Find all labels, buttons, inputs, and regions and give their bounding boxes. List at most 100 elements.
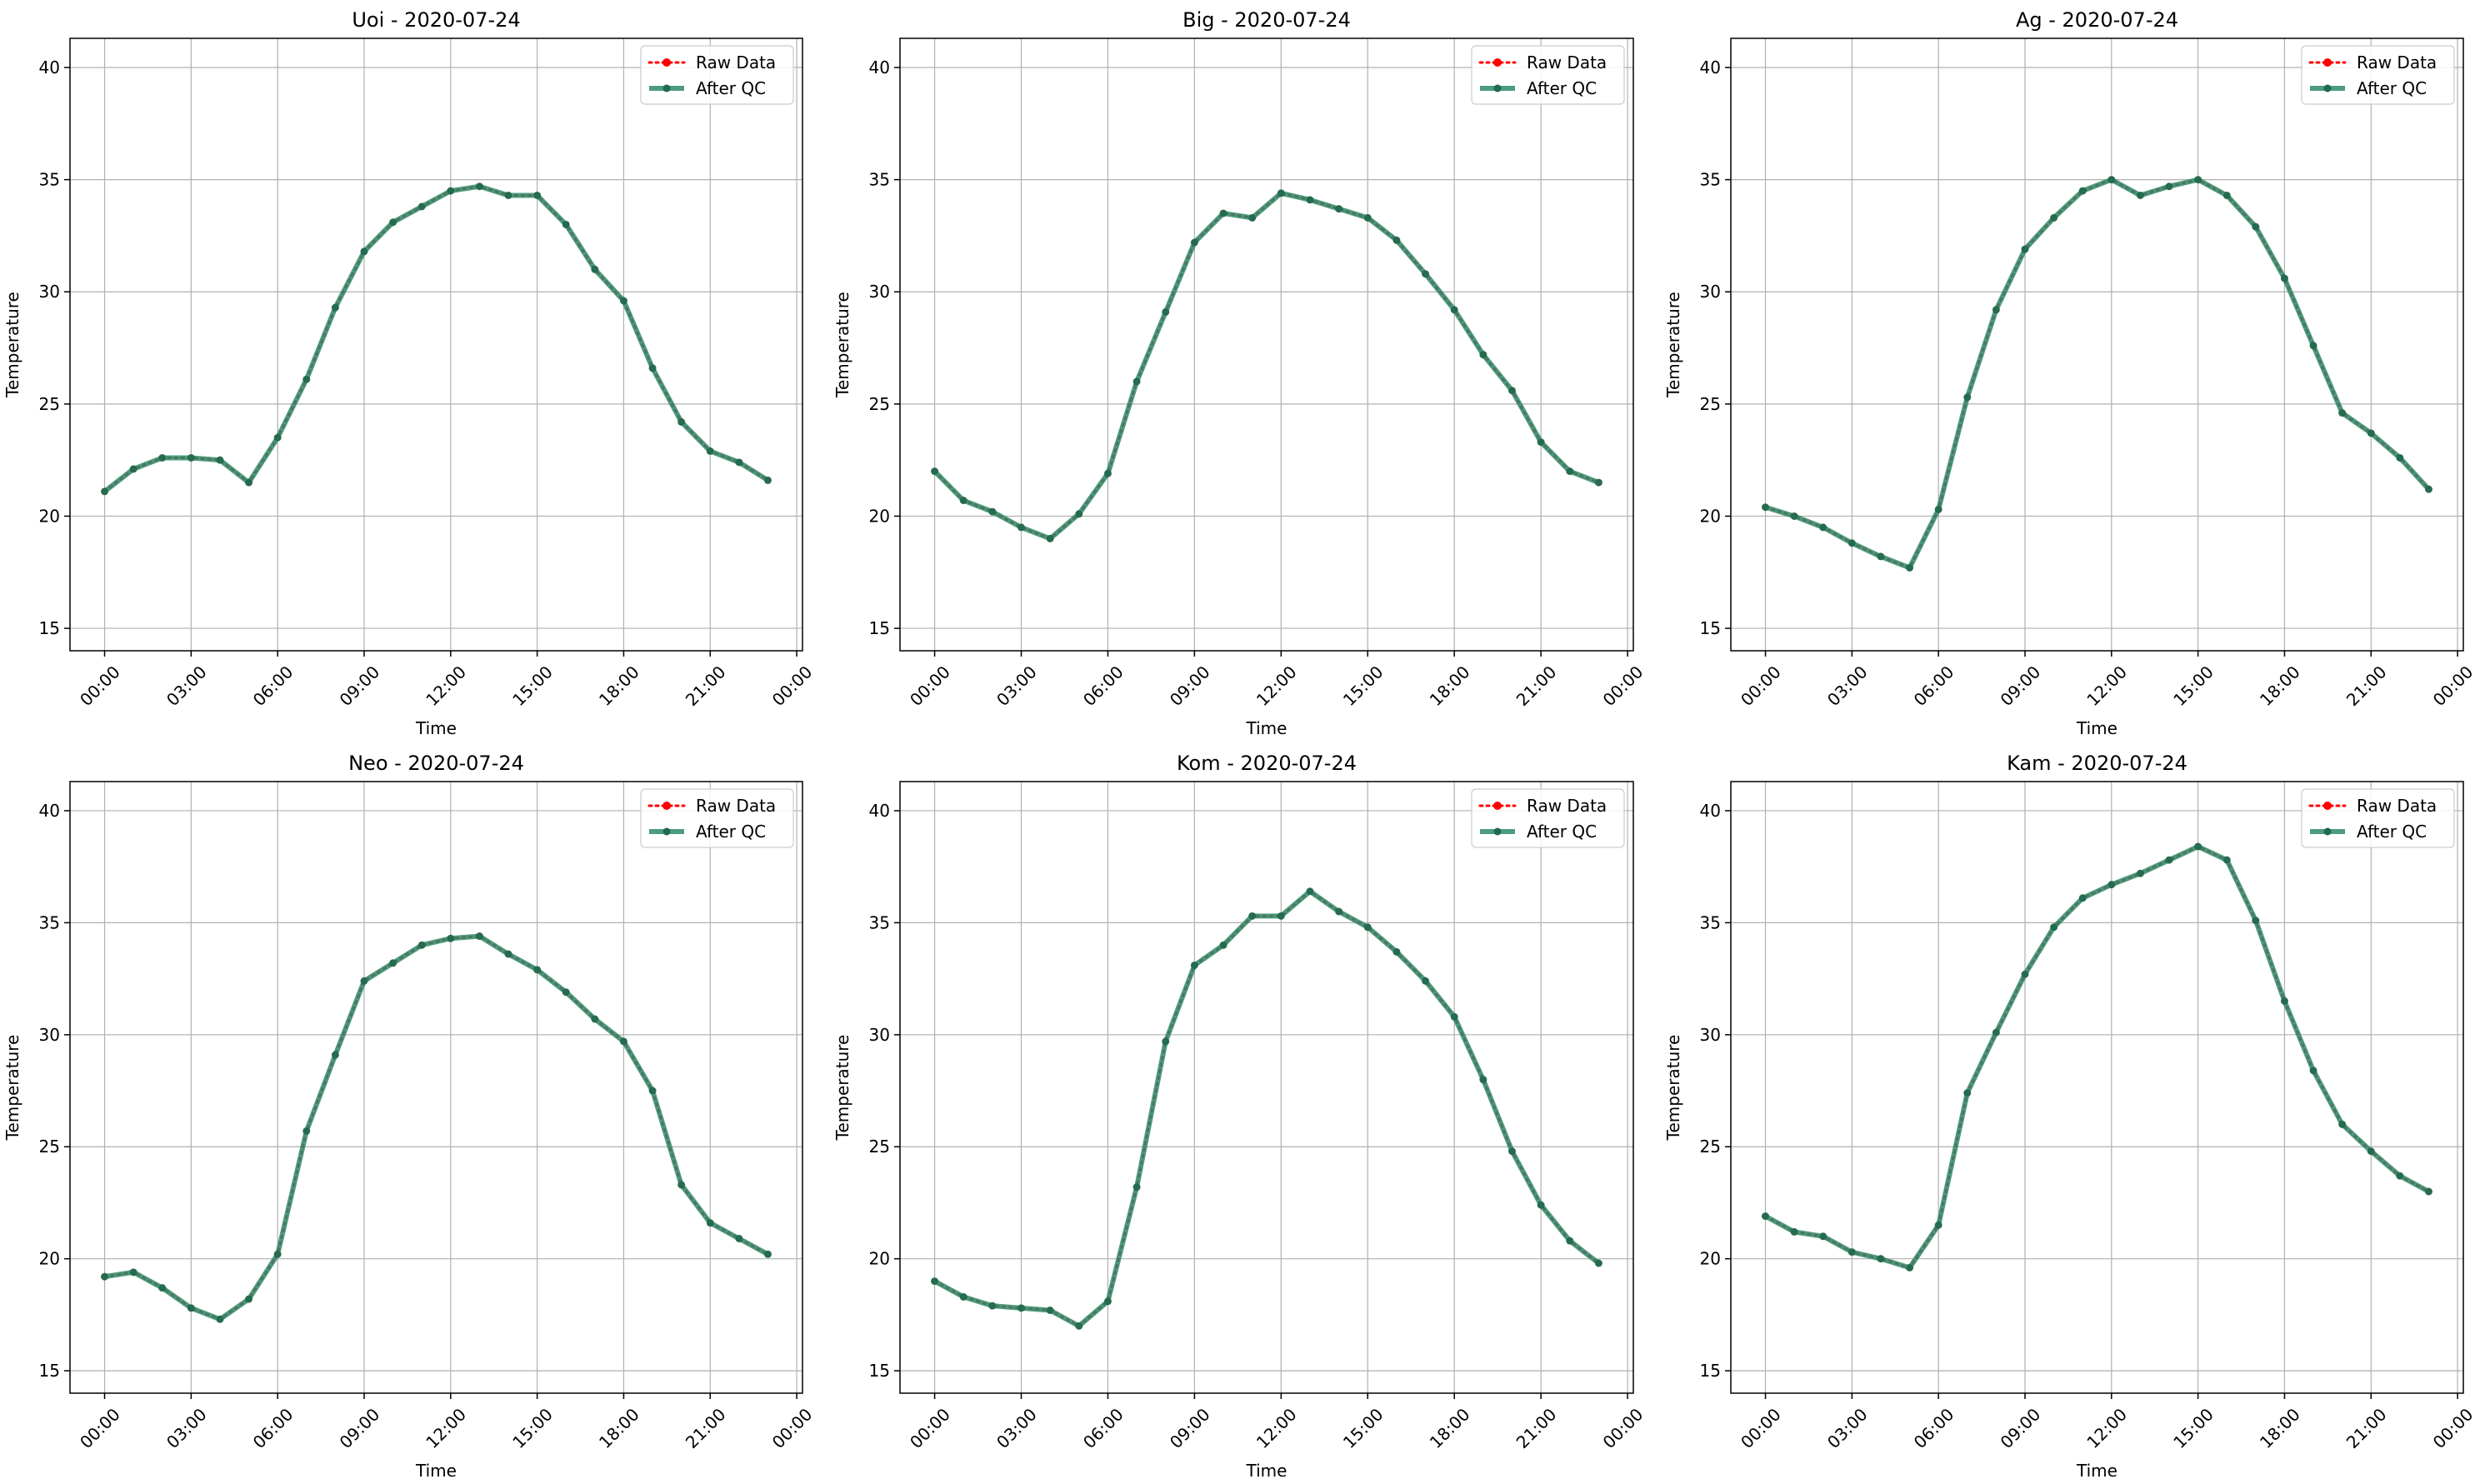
y-tick-label: 35 <box>869 170 890 190</box>
x-tick-label: 18:00 <box>595 1404 643 1452</box>
data-point-qc <box>331 1051 339 1059</box>
data-point-qc <box>504 950 512 958</box>
series-line-qc <box>1762 843 2432 1271</box>
subplot-5: 15 20 25 30 35 40 00:00 03:00 06:00 09:00 12:00 15:… <box>832 752 1647 1481</box>
y-tick-label: 20 <box>869 506 890 526</box>
x-tick-label: 03:00 <box>162 662 211 710</box>
x-tick-label: 09:00 <box>1997 662 2045 710</box>
data-point-qc <box>1306 196 1314 204</box>
data-point-qc <box>273 433 282 442</box>
data-point-qc <box>1963 393 1972 402</box>
chart-title: Uoi - 2020-07-24 <box>352 8 520 32</box>
data-point-qc <box>2309 1067 2318 1075</box>
data-point-qc <box>1392 947 1401 956</box>
data-point-qc <box>591 265 599 273</box>
data-point-qc <box>216 1315 224 1323</box>
y-tick-label: 40 <box>39 57 60 77</box>
data-point-qc <box>1479 351 1488 359</box>
legend: Raw Data After QC <box>1471 45 1625 105</box>
data-point-qc <box>1762 503 1770 512</box>
x-tick-label: 09:00 <box>1166 662 1214 710</box>
data-point-qc <box>1075 510 1083 518</box>
data-point-qc <box>1248 213 1257 222</box>
data-point-qc <box>1848 1248 1856 1257</box>
data-point-qc <box>2050 923 2058 932</box>
data-point-qc <box>2136 191 2144 199</box>
data-point-qc <box>1594 1259 1602 1267</box>
x-tick-label: 00:00 <box>2429 1404 2478 1452</box>
x-tick-label: 12:00 <box>2082 1404 2131 1452</box>
axes-frame <box>899 781 1634 1394</box>
x-tick-label: 21:00 <box>1512 1404 1561 1452</box>
x-tick-label: 12:00 <box>1252 662 1301 710</box>
y-tick-label: 25 <box>1700 1137 1721 1157</box>
data-point-qc <box>101 487 109 496</box>
legend-marker-qc <box>2323 827 2332 836</box>
data-point-qc <box>360 247 368 256</box>
data-point-qc <box>562 988 570 997</box>
y-tick-label: 20 <box>1700 1249 1721 1269</box>
data-point-qc <box>101 1272 109 1281</box>
series-line-qc <box>932 888 1602 1329</box>
axes-frame <box>69 37 803 652</box>
data-point-qc <box>1508 1147 1516 1156</box>
x-axis-label: Time <box>2076 718 2118 738</box>
x-tick-label: 12:00 <box>422 662 470 710</box>
x-axis-label: Time <box>415 718 457 738</box>
y-tick-label: 25 <box>869 394 890 414</box>
series-after-qc <box>101 932 772 1323</box>
series-line-raw <box>1764 845 2430 1270</box>
series-line-qc <box>102 933 771 1322</box>
x-tick-label: 15:00 <box>2169 1404 2218 1452</box>
data-point-qc <box>1046 1307 1054 1315</box>
y-tick-label: 30 <box>39 282 60 302</box>
series-line-raw <box>933 192 1600 541</box>
data-point-qc <box>988 507 997 516</box>
data-point-qc <box>302 375 311 383</box>
data-point-qc <box>1392 236 1401 244</box>
data-point-qc <box>2108 881 2116 889</box>
legend-marker-qc <box>2323 84 2332 92</box>
data-point-qc <box>1877 552 1885 561</box>
data-point-qc <box>158 1284 167 1292</box>
legend-label-raw: Raw Data <box>1527 796 1607 816</box>
x-tick-label: 21:00 <box>1512 662 1561 710</box>
data-point-qc <box>187 453 195 462</box>
x-tick-label: 21:00 <box>2342 662 2391 710</box>
data-point-qc <box>1934 1221 1942 1229</box>
y-tick-label: 15 <box>869 618 890 638</box>
series-line-qc <box>932 190 1602 542</box>
y-tick-label: 15 <box>1700 1361 1721 1381</box>
chart-title: Kom - 2020-07-24 <box>1177 752 1357 775</box>
data-point-qc <box>1537 1201 1545 1209</box>
series-raw-data <box>931 189 1602 542</box>
data-point-qc <box>245 1295 253 1303</box>
data-point-qc <box>1075 1322 1083 1330</box>
data-point-qc <box>1762 1212 1770 1221</box>
subplot-1: 15 20 25 30 35 40 00:00 03:00 06:00 09:00 12:00 15:… <box>2 8 816 738</box>
data-point-qc <box>619 1037 628 1046</box>
data-point-qc <box>447 934 455 942</box>
legend-marker-raw <box>662 58 671 67</box>
data-point-qc <box>648 364 657 372</box>
data-point-qc <box>959 497 968 505</box>
y-tick-label: 20 <box>1700 506 1721 526</box>
y-tick-label: 30 <box>39 1025 60 1045</box>
x-tick-label: 15:00 <box>508 1404 557 1452</box>
axes-frame <box>1730 781 2464 1394</box>
data-point-qc <box>1819 523 1828 532</box>
data-point-qc <box>763 476 772 484</box>
legend-label-raw: Raw Data <box>696 52 776 72</box>
x-tick-label: 06:00 <box>1079 662 1128 710</box>
data-point-qc <box>1450 306 1458 314</box>
x-tick-label: 06:00 <box>1910 662 1958 710</box>
data-point-qc <box>1906 1263 1914 1272</box>
y-tick-label: 20 <box>869 1249 890 1269</box>
data-point-qc <box>1537 438 1545 447</box>
x-tick-label: 00:00 <box>1599 1404 1648 1452</box>
x-tick-label: 06:00 <box>1910 1404 1958 1452</box>
data-point-qc <box>2194 842 2202 851</box>
data-point-qc <box>931 467 939 476</box>
axes-frame <box>1730 37 2464 652</box>
data-point-qc <box>2050 213 2058 222</box>
